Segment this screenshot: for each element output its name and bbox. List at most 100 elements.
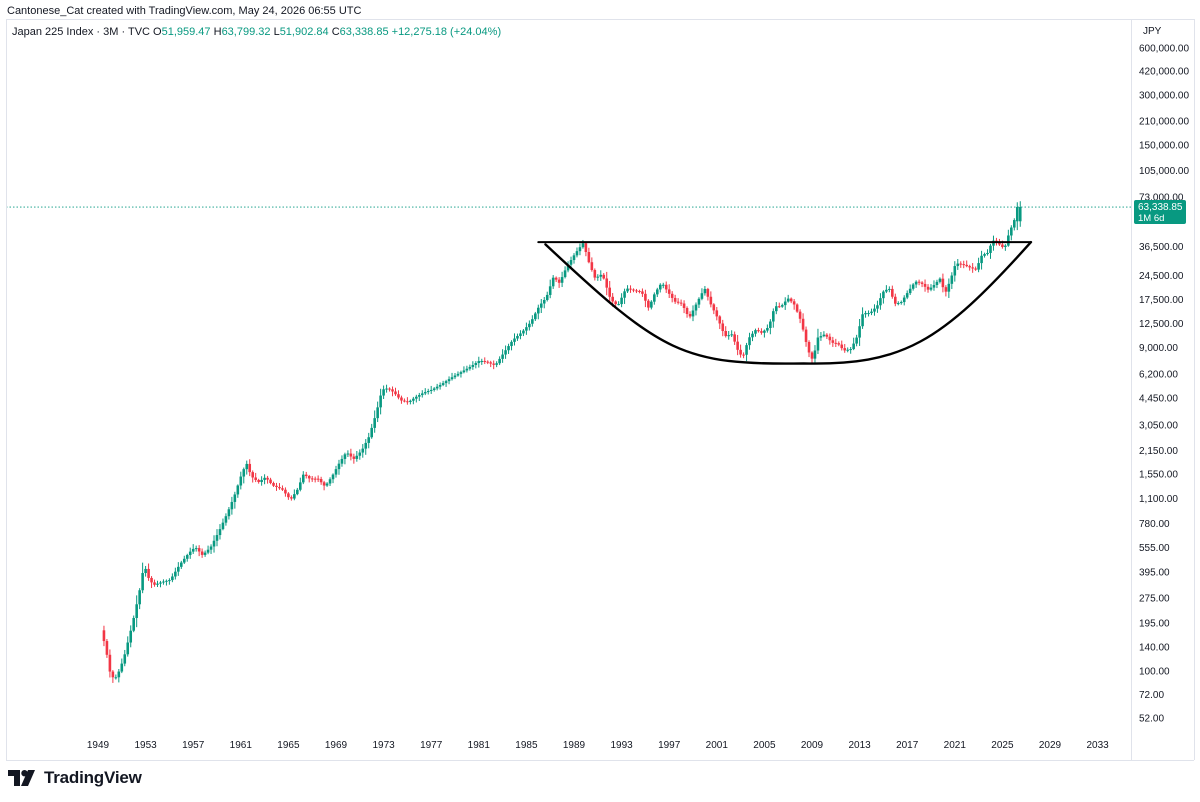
candle-body — [563, 270, 567, 278]
candle-body — [403, 400, 406, 402]
candle-body — [1004, 245, 1007, 247]
candle-body — [367, 437, 371, 443]
candle-body — [650, 301, 653, 308]
candle-body — [718, 316, 722, 324]
candle-body — [908, 288, 912, 294]
candle-body — [656, 289, 659, 295]
candle-body — [453, 375, 457, 378]
candle-body — [661, 284, 665, 286]
price-tick-label: 140.00 — [1139, 642, 1170, 653]
candle-body — [620, 297, 623, 305]
candle-body — [206, 549, 210, 553]
candle-body — [379, 395, 382, 408]
candle-body — [501, 354, 504, 359]
candle-body — [926, 286, 930, 290]
candle-body — [944, 287, 948, 292]
open-label: O — [153, 26, 162, 38]
symbol-name[interactable]: Japan 225 Index · 3M · TVC — [12, 26, 150, 38]
candle-body — [432, 388, 436, 390]
chart-right-border — [1194, 19, 1195, 760]
candle-body — [114, 677, 118, 679]
candle-body — [626, 288, 629, 292]
candle-body — [233, 494, 237, 502]
candle-body — [197, 548, 201, 552]
candle-body — [272, 483, 275, 486]
tradingview-logo-icon — [8, 770, 35, 786]
candle-body — [230, 501, 234, 510]
candle-body — [394, 391, 397, 395]
candle-body — [801, 318, 805, 330]
time-axis[interactable]: 1949 1953 1957 1961 1965 1969 1973 1977 1981 1985… — [87, 740, 1109, 751]
candle-body — [629, 288, 632, 290]
candle-body — [641, 291, 644, 294]
candle-body — [319, 478, 323, 483]
candle-body — [873, 308, 876, 312]
candle-body — [786, 298, 790, 302]
price-tick-label: 300,000.00 — [1139, 91, 1189, 102]
symbol-legend[interactable]: Japan 225 Index · 3M · TVC O51,959.47 H6… — [12, 26, 501, 38]
candle-body — [783, 301, 787, 306]
candle-body — [911, 284, 915, 289]
candle-body — [584, 243, 588, 253]
price-tick-label: 3,050.00 — [1139, 421, 1178, 432]
candle-body — [709, 296, 713, 305]
high-value: 63,799.32 — [221, 26, 271, 38]
time-tick-label: 1973 — [372, 740, 395, 751]
candle-body — [617, 304, 620, 306]
candle-body — [159, 582, 162, 584]
price-axis-separator — [1131, 19, 1132, 760]
time-axis-separator — [6, 760, 1194, 761]
candle-body — [513, 338, 516, 342]
candle-body — [905, 293, 909, 298]
candle-body — [141, 573, 144, 591]
candle-body — [239, 476, 243, 486]
candle-body — [986, 252, 989, 255]
time-tick-label: 1977 — [420, 740, 443, 751]
time-tick-label: 2005 — [753, 740, 776, 751]
low-label: L — [273, 26, 280, 38]
candle-body — [391, 389, 394, 392]
candle-body — [251, 472, 254, 478]
candle-body — [426, 391, 430, 393]
candle-body — [489, 362, 492, 364]
candle-body — [1013, 220, 1016, 228]
candle-body — [191, 548, 195, 552]
candle-body — [194, 548, 198, 550]
candle-body — [742, 354, 745, 356]
candle-body — [462, 370, 466, 373]
time-tick-label: 1957 — [182, 740, 205, 751]
currency-label[interactable]: JPY — [1143, 26, 1162, 37]
candle-body — [370, 427, 373, 438]
price-axis[interactable]: 600,000.00 420,000.00 300,000.00 210,000.00… — [1139, 44, 1189, 725]
price-tick-label: 72.00 — [1139, 690, 1164, 701]
candle-body — [492, 363, 495, 365]
candle-body — [706, 288, 710, 297]
close-value: 63,338.85 — [339, 26, 389, 38]
candle-body — [266, 477, 269, 480]
candle-body — [688, 314, 692, 317]
candle-body — [703, 288, 707, 294]
candle-body — [337, 463, 341, 470]
candle-body — [560, 277, 564, 283]
price-tick-label: 1,100.00 — [1139, 494, 1178, 505]
candle-body — [343, 454, 347, 459]
candle-body — [923, 283, 927, 287]
candle-body — [822, 334, 826, 337]
candle-body — [284, 489, 287, 494]
candle-body — [177, 566, 180, 572]
candle-body — [834, 342, 838, 344]
cup-curve — [544, 240, 1033, 365]
price-tick-label: 17,500.00 — [1139, 295, 1184, 306]
candle-body — [254, 477, 257, 480]
change-value: +12,275.18 (+24.04%) — [391, 26, 502, 38]
candle-body — [429, 389, 433, 392]
time-tick-label: 1989 — [563, 740, 586, 751]
candle-body — [224, 516, 228, 523]
candle-body — [209, 546, 213, 550]
candle-body — [420, 393, 424, 396]
candle-body — [495, 363, 498, 365]
cup-and-handle-drawing[interactable] — [537, 240, 1033, 365]
candle-body — [165, 580, 168, 582]
